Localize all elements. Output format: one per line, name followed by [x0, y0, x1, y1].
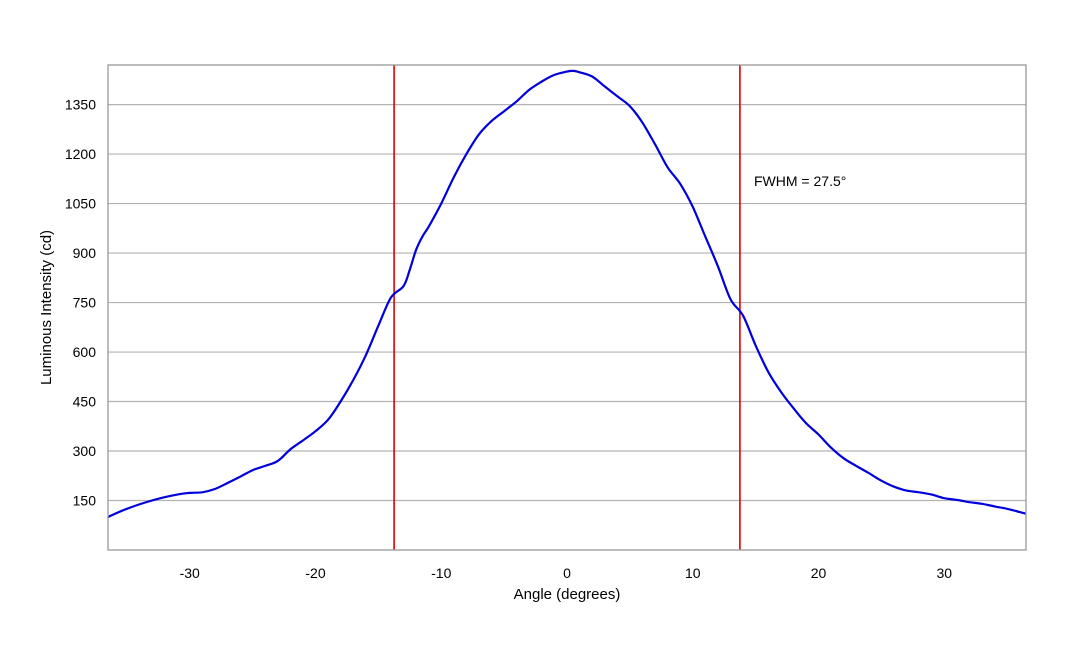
x-tick-label-0: -30: [180, 565, 200, 581]
intensity-curve: [107, 69, 1027, 519]
y-tick-label-5: 900: [73, 245, 97, 261]
fwhm-markers: [393, 65, 741, 550]
x-tick-label-6: 30: [936, 565, 952, 581]
y-tick-label-0: 150: [73, 493, 97, 509]
y-tick-label-3: 600: [73, 344, 97, 360]
x-tick-label-1: -20: [305, 565, 325, 581]
grid-lines: [108, 103, 1026, 502]
x-tick-label-2: -10: [431, 565, 451, 581]
y-axis-title: Luminous Intensity (cd): [38, 230, 55, 385]
y-tick-label-4: 750: [73, 295, 97, 311]
x-tick-labels: -30 -20 -10 0 10 20 30: [180, 565, 953, 581]
x-tick-label-4: 10: [685, 565, 701, 581]
y-tick-label-7: 1200: [65, 146, 96, 162]
y-tick-labels: 150 300 450 600 750 900 1050 1200 1350: [65, 97, 96, 509]
y-tick-label-1: 300: [73, 443, 97, 459]
x-axis-title: Angle (degrees): [514, 586, 621, 603]
y-tick-label-2: 450: [73, 394, 97, 410]
series-group: [107, 69, 1027, 519]
plot-frame: [107, 64, 1027, 551]
x-tick-label-5: 20: [811, 565, 827, 581]
fwhm-annotation: FWHM = 27.5°: [754, 173, 846, 189]
y-tick-label-8: 1350: [65, 97, 96, 113]
y-tick-label-6: 1050: [65, 196, 96, 212]
x-tick-label-3: 0: [563, 565, 571, 581]
